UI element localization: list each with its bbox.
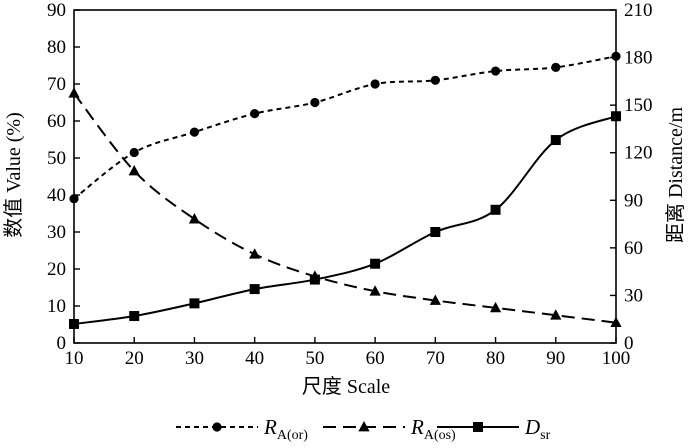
data-point — [551, 62, 561, 72]
x-tick-label: 60 — [366, 348, 385, 369]
x-tick-label: 80 — [486, 348, 505, 369]
data-point — [611, 51, 621, 61]
axes: 10 20 30 40 50 60 70 80 90 1000102030405060708090… — [47, 0, 653, 369]
data-point — [369, 285, 381, 296]
data-point — [129, 147, 139, 158]
y-right-tick-label: 120 — [624, 143, 653, 164]
y-left-tick-label: 80 — [47, 37, 66, 58]
data-point — [490, 204, 501, 215]
data-point — [69, 318, 79, 329]
data-point — [611, 111, 621, 122]
y-left-tick-label: 40 — [47, 185, 66, 206]
legend-item-1: RA(or) — [176, 415, 308, 443]
data-point — [189, 298, 200, 309]
x-tick-label: 30 — [185, 348, 204, 369]
data-point — [128, 164, 140, 176]
data-point — [370, 79, 380, 89]
x-tick-label: 10 — [65, 348, 84, 369]
legend-item-3: Dsr — [437, 415, 551, 443]
legend-swatch-marker — [473, 422, 483, 432]
y-right-tick-label: 60 — [624, 238, 643, 259]
data-point — [610, 316, 622, 328]
series-line — [73, 92, 617, 324]
data-point — [249, 284, 260, 295]
series-3 — [69, 111, 621, 329]
x-tick-label: 50 — [305, 348, 324, 369]
y-axis-right-title: 距离 Distance/m — [664, 107, 687, 244]
y-axis-left-title: 数值 Value (%) — [2, 112, 25, 238]
data-point — [129, 311, 140, 322]
y-left-tick-label: 50 — [47, 148, 66, 169]
y-right-tick-label: 180 — [624, 48, 653, 69]
data-point — [189, 127, 200, 137]
legend-item-2: RA(os) — [323, 415, 456, 443]
x-tick-label: 70 — [426, 348, 445, 369]
y-left-tick-label: 20 — [47, 259, 66, 280]
y-right-tick-label: 90 — [624, 190, 643, 211]
y-left-tick-label: 60 — [47, 111, 66, 132]
x-tick-label: 40 — [245, 348, 264, 369]
data-point — [249, 248, 261, 259]
y-left-tick-label: 70 — [47, 74, 66, 95]
y-right-tick-label: 210 — [624, 0, 653, 21]
y-right-tick-label: 0 — [624, 333, 634, 354]
series-2 — [68, 87, 622, 328]
x-axis-title: 尺度 Scale — [302, 375, 390, 398]
y-right-tick-label: 150 — [624, 95, 653, 116]
data-point — [550, 309, 562, 320]
data-point — [370, 258, 381, 269]
data-point — [69, 194, 79, 204]
legend-label: Dsr — [524, 415, 551, 443]
data-point — [430, 75, 440, 85]
data-point — [430, 227, 441, 237]
data-point — [490, 66, 501, 76]
data-point — [429, 294, 441, 305]
series-line — [73, 115, 617, 325]
data-point — [68, 87, 80, 98]
data-point — [489, 301, 502, 313]
y-right-tick-label: 30 — [624, 285, 643, 306]
x-tick-label: 20 — [125, 348, 144, 369]
series-layer — [68, 51, 622, 329]
y-left-tick-label: 90 — [47, 0, 66, 21]
y-left-tick-label: 30 — [47, 222, 66, 243]
data-point — [188, 213, 201, 224]
data-point — [309, 274, 320, 285]
data-point — [550, 135, 561, 146]
x-tick-label: 90 — [546, 348, 565, 369]
y-left-tick-label: 10 — [47, 296, 66, 317]
x-tick-label: 100 — [602, 348, 631, 369]
data-point — [310, 97, 320, 108]
series-1 — [69, 51, 621, 204]
legend-label: RA(or) — [263, 415, 308, 443]
legend-swatch-marker — [358, 421, 370, 432]
legend: RA(or) RA(os) Dsr — [176, 415, 551, 443]
data-point — [250, 109, 260, 119]
plot-frame — [73, 9, 617, 344]
legend-swatch-marker — [212, 422, 222, 432]
legend-label: RA(os) — [410, 415, 456, 443]
y-left-tick-label: 0 — [57, 333, 67, 354]
series-line — [73, 55, 617, 200]
